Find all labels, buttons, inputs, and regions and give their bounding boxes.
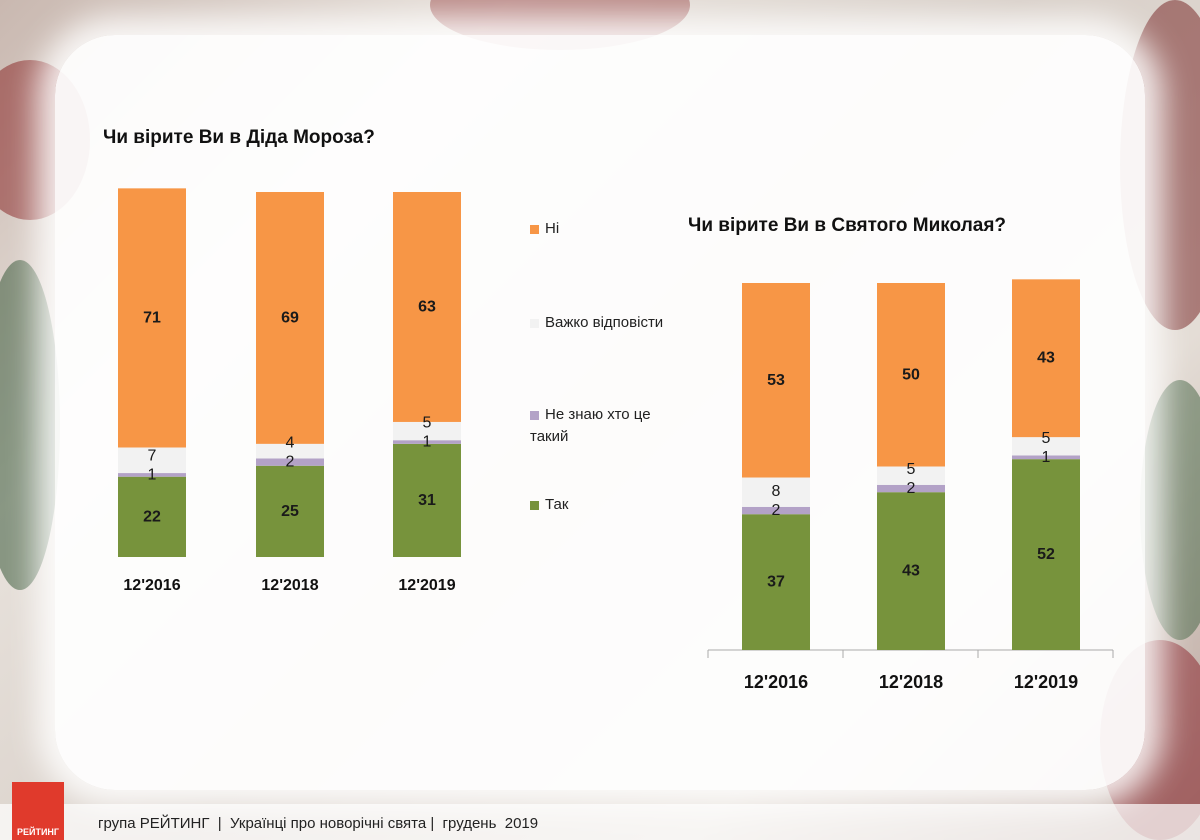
data-label: 7: [148, 447, 157, 464]
legend-label: Так: [545, 496, 569, 513]
legend-item-tak: Так: [530, 496, 568, 513]
data-label: 5: [907, 461, 916, 478]
logo-text: РЕЙТИНГ: [16, 827, 60, 837]
bar-segment-2: [1012, 437, 1080, 456]
data-label: 1: [1042, 449, 1051, 466]
bar-segment-1: [118, 473, 186, 477]
bar-segment-0: [742, 514, 810, 650]
data-label: 2: [907, 480, 916, 497]
bar-segment-2: [118, 447, 186, 474]
bar-segment-0: [877, 492, 945, 650]
x-tick-label: 12'2019: [1014, 672, 1078, 692]
data-label: 5: [423, 415, 432, 432]
data-label: 37: [767, 574, 785, 591]
bar-segment-1: [1012, 455, 1080, 460]
footer-bar: [0, 804, 1200, 840]
bar-segment-2: [877, 466, 945, 485]
x-tick-label: 12'2018: [261, 577, 318, 594]
content-panel: [55, 35, 1145, 790]
data-label: 63: [418, 298, 436, 315]
bar-segment-3: [393, 192, 461, 422]
data-label: 69: [281, 309, 299, 326]
legend-label: Ні: [545, 220, 560, 237]
bar-segment-0: [393, 443, 461, 557]
data-label: 43: [902, 563, 920, 580]
bar-segment-1: [877, 484, 945, 493]
x-tick-label: 12'2016: [123, 577, 180, 594]
data-label: 43: [1037, 350, 1055, 367]
bar-segment-3: [118, 188, 186, 448]
legend-label: Не знаю хто це такий: [530, 406, 651, 445]
data-label: 2: [286, 454, 295, 471]
decoration-ornament: [1140, 380, 1200, 640]
bar-segment-2: [393, 421, 461, 441]
legend-swatch: [530, 410, 539, 420]
legend-swatch: [530, 500, 539, 510]
legend-label: Важко відповісти: [545, 314, 664, 331]
data-label: 1: [148, 466, 157, 483]
bar-segment-3: [1012, 279, 1080, 438]
chart1-title: Чи вірите Ви в Діда Мороза?: [103, 127, 375, 148]
legend-item-vazhko: Важко відповісти: [530, 314, 663, 331]
bar-segment-3: [256, 192, 324, 444]
bar-segment-0: [256, 465, 324, 557]
bar-segment-1: [256, 458, 324, 466]
bar-segment-3: [742, 283, 810, 478]
bar-segment-0: [118, 476, 186, 557]
chart2-title: Чи вірите Ви в Святого Миколая?: [688, 215, 1007, 236]
legend-swatch: [530, 224, 539, 234]
legend-item-ni: Ні: [530, 220, 559, 237]
data-label: 71: [143, 309, 161, 326]
x-tick-label: 12'2018: [879, 672, 943, 692]
data-label: 4: [286, 435, 295, 452]
bar-segment-2: [256, 443, 324, 459]
legend-swatch: [530, 318, 539, 328]
x-tick-label: 12'2016: [744, 672, 808, 692]
data-label: 52: [1037, 546, 1055, 563]
rating-logo: РЕЙТИНГ: [12, 782, 64, 840]
data-label: 1: [423, 434, 432, 451]
data-label: 25: [281, 503, 299, 520]
data-label: 8: [772, 483, 781, 500]
bar-segment-1: [742, 506, 810, 515]
data-label: 50: [902, 366, 920, 383]
data-label: 31: [418, 492, 436, 509]
footer-text: група РЕЙТИНГ | Українці про новорічні с…: [98, 815, 539, 832]
bar-segment-2: [742, 477, 810, 507]
legend-item-neznayu: Не знаю хто це такий: [530, 404, 690, 448]
bar-segment-0: [1012, 459, 1080, 650]
data-label: 2: [772, 502, 781, 519]
bar-segment-3: [877, 283, 945, 467]
data-label: 53: [767, 372, 785, 389]
x-tick-label: 12'2019: [398, 577, 455, 594]
bar-segment-1: [393, 440, 461, 444]
data-label: 5: [1042, 430, 1051, 447]
data-label: 22: [143, 508, 161, 525]
